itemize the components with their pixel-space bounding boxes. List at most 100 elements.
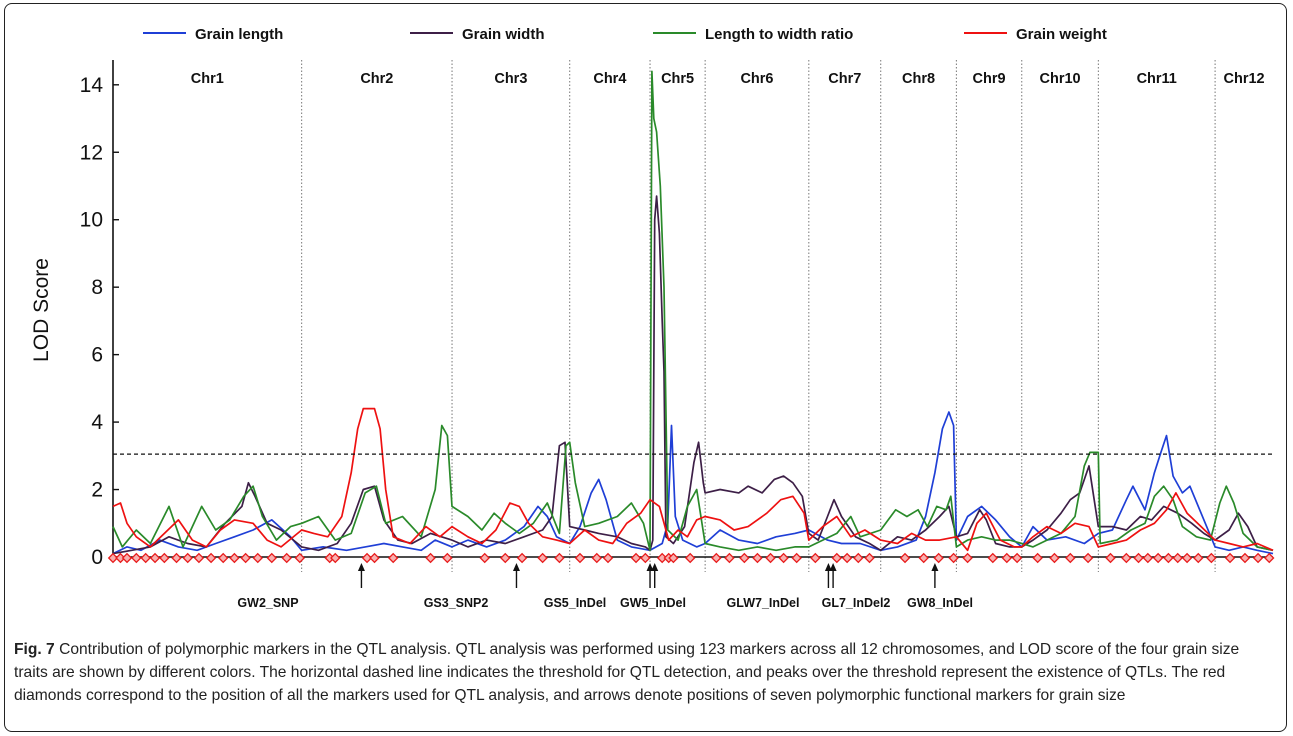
- chromosome-label: Chr3: [494, 71, 527, 87]
- lod-series: [112, 70, 1274, 555]
- marker-diamond: [1239, 552, 1251, 564]
- marker-diamond: [500, 552, 511, 564]
- marker-diamond: [810, 552, 821, 564]
- marker-diamond: [591, 552, 603, 564]
- functional-marker-label: GS3_SNP2: [424, 596, 489, 610]
- marker-diamond: [361, 552, 373, 564]
- marker-diamond: [229, 552, 240, 564]
- figure-caption: Fig. 7 Contribution of polymorphic marke…: [14, 638, 1276, 707]
- marker-diamond: [899, 552, 911, 564]
- marker-diamond: [684, 552, 696, 564]
- chromosome-label: Chr10: [1039, 71, 1080, 87]
- marker-diamond: [1152, 552, 1164, 564]
- marker-diamond: [711, 552, 722, 564]
- marker-diamond: [1105, 552, 1116, 564]
- marker-diamond: [752, 552, 763, 564]
- y-axis: 0 2 4 6 8 10 12 14 LOD Score: [30, 60, 1273, 569]
- y-tick-label: 12: [80, 141, 103, 164]
- marker-diamond: [140, 552, 151, 564]
- marker-diamond: [668, 552, 679, 564]
- marker-diamond: [281, 552, 292, 564]
- marker-diamond: [479, 552, 490, 564]
- marker-diamond: [1082, 552, 1094, 564]
- marker-diamond: [1264, 552, 1275, 564]
- marker-diamond: [1193, 552, 1204, 564]
- marker-diamonds: [107, 552, 1275, 564]
- marker-diamond: [574, 552, 586, 564]
- legend-label: Grain width: [462, 26, 545, 43]
- chromosome-label: Chr4: [593, 71, 626, 87]
- marker-diamond: [739, 552, 750, 564]
- functional-marker-label: GW8_InDel: [907, 596, 973, 610]
- marker-diamond: [149, 552, 161, 564]
- functional-marker-arrowhead: [824, 563, 832, 571]
- marker-diamond: [918, 552, 929, 564]
- figure-frame: [4, 3, 1287, 732]
- marker-diamond: [1133, 552, 1144, 564]
- chromosome-label: Chr8: [902, 71, 935, 87]
- marker-diamond: [369, 552, 380, 564]
- marker-diamond: [1206, 552, 1217, 564]
- marker-diamond: [831, 552, 843, 564]
- marker-diamond: [864, 552, 875, 564]
- marker-diamond: [640, 552, 651, 564]
- functional-marker-label: GL7_InDel2: [822, 596, 891, 610]
- series-line-grain-width: [112, 195, 1274, 555]
- marker-diamond: [240, 552, 251, 564]
- figure-caption-text: Contribution of polymorphic markers in t…: [14, 641, 1240, 704]
- marker-diamond: [442, 552, 453, 564]
- marker-diamond: [1121, 552, 1132, 564]
- marker-diamond: [121, 552, 133, 564]
- marker-diamond: [765, 552, 776, 564]
- y-tick-label: 4: [91, 411, 103, 434]
- functional-marker-label: GLW7_InDel: [727, 596, 800, 610]
- marker-diamond: [266, 552, 277, 564]
- marker-diamond: [205, 552, 217, 564]
- legend: Grain length Grain width Length to width r…: [143, 26, 1107, 43]
- chromosome-label: Chr7: [828, 71, 861, 87]
- marker-diamond: [1181, 552, 1193, 564]
- marker-diamond: [841, 552, 853, 564]
- marker-diamond: [987, 552, 999, 564]
- marker-diamond: [630, 552, 642, 564]
- marker-diamond: [330, 552, 341, 564]
- y-tick-label: 6: [91, 344, 103, 367]
- series-line-grain-length: [112, 411, 1274, 555]
- marker-diamond: [1011, 552, 1023, 564]
- marker-diamond: [791, 552, 802, 564]
- marker-diamond: [948, 552, 959, 564]
- marker-diamond: [425, 552, 436, 564]
- marker-diamond: [171, 552, 182, 564]
- chromosome-label: Chr6: [740, 71, 773, 87]
- legend-label: Length to width ratio: [705, 26, 853, 43]
- marker-diamond: [1224, 552, 1236, 564]
- functional-marker-arrows: GW2_SNP GS3_SNP2 GS5_InDel GW5_InDel GLW7_In…: [237, 563, 973, 610]
- functional-marker-label: GW5_InDel: [620, 596, 686, 610]
- legend-label: Grain length: [195, 26, 283, 43]
- chromosome-label: Chr12: [1223, 71, 1264, 87]
- chromosome-dividers: [301, 60, 1216, 572]
- chromosome-label: Chr9: [973, 71, 1006, 87]
- series-line-grain-weight: [112, 407, 1274, 552]
- marker-diamond: [1252, 552, 1264, 564]
- marker-diamond: [217, 552, 229, 564]
- marker-diamond: [252, 552, 263, 564]
- marker-diamond: [537, 552, 548, 564]
- marker-diamond: [107, 552, 119, 564]
- chromosome-labels: Chr1 Chr2 Chr3 Chr4 Chr5 Chr6 Chr7 Chr8 Chr9 Chr1…: [191, 71, 1265, 87]
- chromosome-label: Chr5: [661, 71, 694, 87]
- functional-marker-arrowhead: [931, 563, 939, 571]
- marker-diamond: [602, 552, 614, 564]
- marker-diamond: [387, 552, 399, 564]
- marker-diamond: [1142, 552, 1154, 564]
- marker-diamond: [853, 552, 864, 564]
- y-tick-label: 0: [91, 546, 103, 569]
- marker-diamond: [1032, 552, 1043, 564]
- marker-diamond: [1001, 552, 1013, 564]
- chromosome-label: Chr11: [1137, 71, 1177, 87]
- series-line-length-to-width-ratio: [112, 70, 1274, 552]
- chromosome-label: Chr1: [191, 71, 224, 87]
- functional-marker-arrowhead: [651, 563, 659, 571]
- marker-diamond: [1172, 552, 1183, 564]
